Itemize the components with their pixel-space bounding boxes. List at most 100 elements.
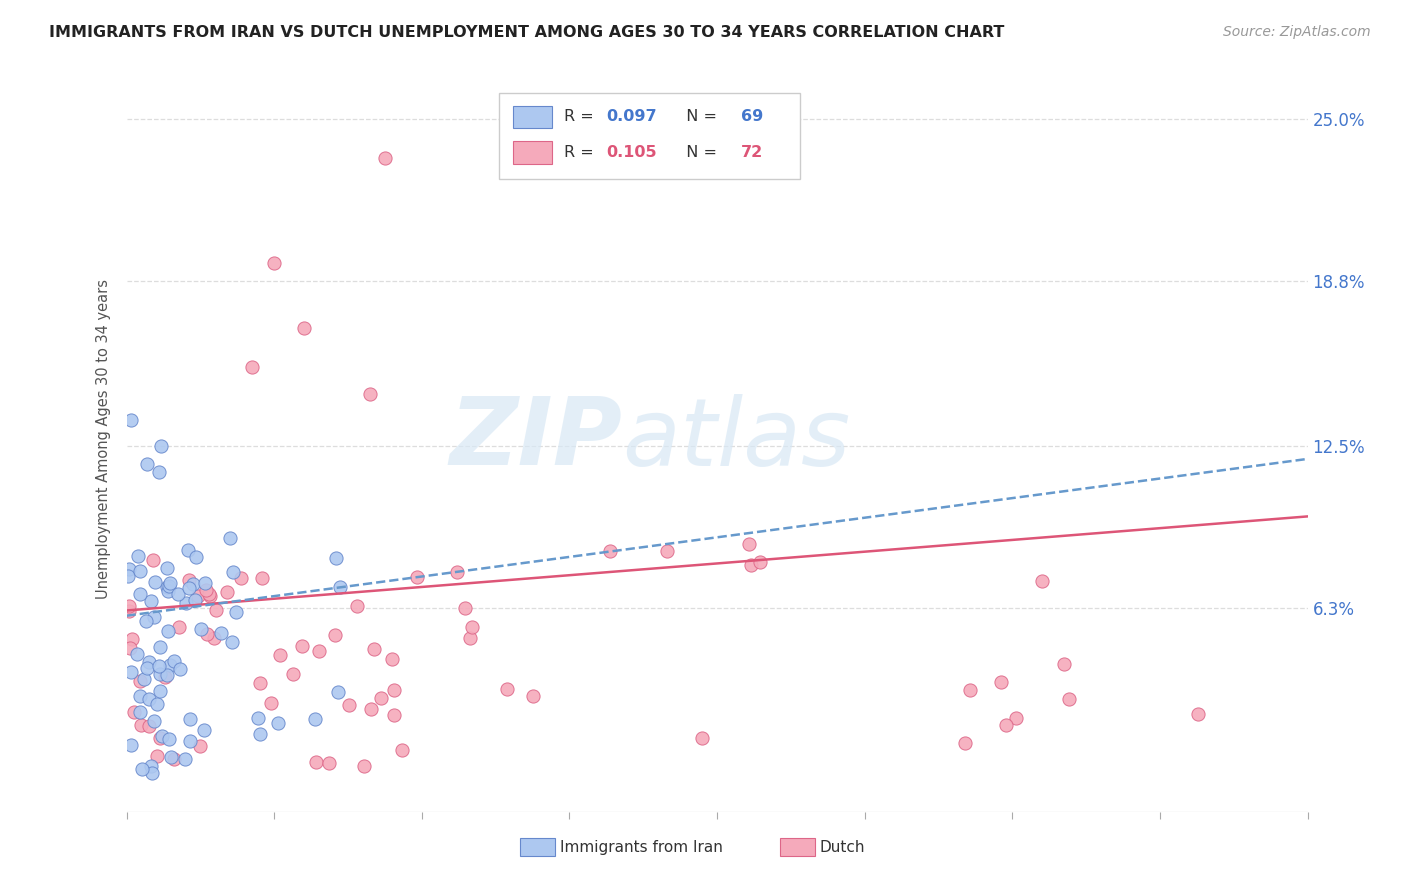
Point <box>163 751 186 765</box>
Point <box>135 614 157 628</box>
Point <box>328 685 350 699</box>
Point <box>128 689 150 703</box>
Point <box>193 723 215 738</box>
Point <box>229 571 252 585</box>
Point <box>131 762 153 776</box>
Point <box>195 627 218 641</box>
Point <box>370 691 392 706</box>
Point <box>197 587 219 601</box>
Point <box>138 692 160 706</box>
Point <box>259 697 281 711</box>
Point <box>141 765 163 780</box>
Point <box>221 635 243 649</box>
Point <box>118 599 141 613</box>
Point <box>146 698 169 712</box>
Point <box>159 750 181 764</box>
Point <box>118 604 141 618</box>
Point <box>281 667 304 681</box>
Point <box>209 626 232 640</box>
FancyBboxPatch shape <box>513 141 551 164</box>
Point <box>329 580 352 594</box>
Point <box>179 733 201 747</box>
Point <box>205 603 228 617</box>
FancyBboxPatch shape <box>513 105 551 128</box>
Point <box>139 594 162 608</box>
Point <box>141 759 163 773</box>
Point <box>179 712 201 726</box>
Point <box>250 571 273 585</box>
Point <box>120 665 142 680</box>
Point <box>305 756 328 770</box>
Point <box>127 549 149 563</box>
Point <box>953 736 976 750</box>
Point <box>184 550 207 565</box>
Point <box>169 620 191 634</box>
Point <box>249 676 271 690</box>
Point <box>120 739 142 753</box>
Point <box>129 587 152 601</box>
Point <box>150 439 173 453</box>
Point <box>118 562 141 576</box>
Point <box>142 609 165 624</box>
Point <box>157 732 180 747</box>
Point <box>174 752 197 766</box>
Point <box>269 648 291 663</box>
Point <box>129 718 152 732</box>
FancyBboxPatch shape <box>499 93 800 178</box>
Point <box>177 581 200 595</box>
Text: 72: 72 <box>741 145 763 160</box>
Point <box>240 360 263 375</box>
Point <box>156 583 179 598</box>
Point <box>155 669 177 683</box>
Point <box>146 749 169 764</box>
Point <box>382 708 405 723</box>
Point <box>225 605 247 619</box>
Point <box>190 739 212 753</box>
Text: R =: R = <box>564 145 599 160</box>
Point <box>384 683 406 698</box>
Point <box>267 715 290 730</box>
Point <box>204 631 226 645</box>
Point <box>222 566 245 580</box>
Point <box>374 152 396 166</box>
Text: atlas: atlas <box>623 393 851 485</box>
Point <box>308 644 330 658</box>
Point <box>655 544 678 558</box>
Point <box>143 714 166 728</box>
Point <box>249 727 271 741</box>
Point <box>1187 707 1209 722</box>
Text: N =: N = <box>676 145 721 160</box>
Point <box>159 657 181 672</box>
Point <box>149 683 172 698</box>
Point <box>391 743 413 757</box>
Point <box>127 647 149 661</box>
Point <box>156 624 179 638</box>
Point <box>247 711 270 725</box>
Point <box>134 672 156 686</box>
Point <box>120 413 142 427</box>
Point <box>118 640 141 655</box>
Point <box>121 632 143 646</box>
Point <box>136 660 159 674</box>
Point <box>177 573 200 587</box>
Point <box>454 601 477 615</box>
Point <box>174 596 197 610</box>
Point <box>599 544 621 558</box>
Point <box>194 575 217 590</box>
Point <box>359 386 381 401</box>
Point <box>318 756 340 770</box>
Point <box>148 731 170 745</box>
Point <box>218 531 240 545</box>
Point <box>122 705 145 719</box>
Point <box>363 641 385 656</box>
Point <box>156 561 179 575</box>
Point <box>1057 692 1080 706</box>
Point <box>128 705 150 719</box>
Point <box>994 718 1017 732</box>
Text: ZIP: ZIP <box>450 393 623 485</box>
Text: 69: 69 <box>741 110 763 124</box>
Text: Immigrants from Iran: Immigrants from Iran <box>560 840 723 855</box>
Point <box>167 587 190 601</box>
Point <box>990 675 1012 690</box>
Point <box>145 574 167 589</box>
